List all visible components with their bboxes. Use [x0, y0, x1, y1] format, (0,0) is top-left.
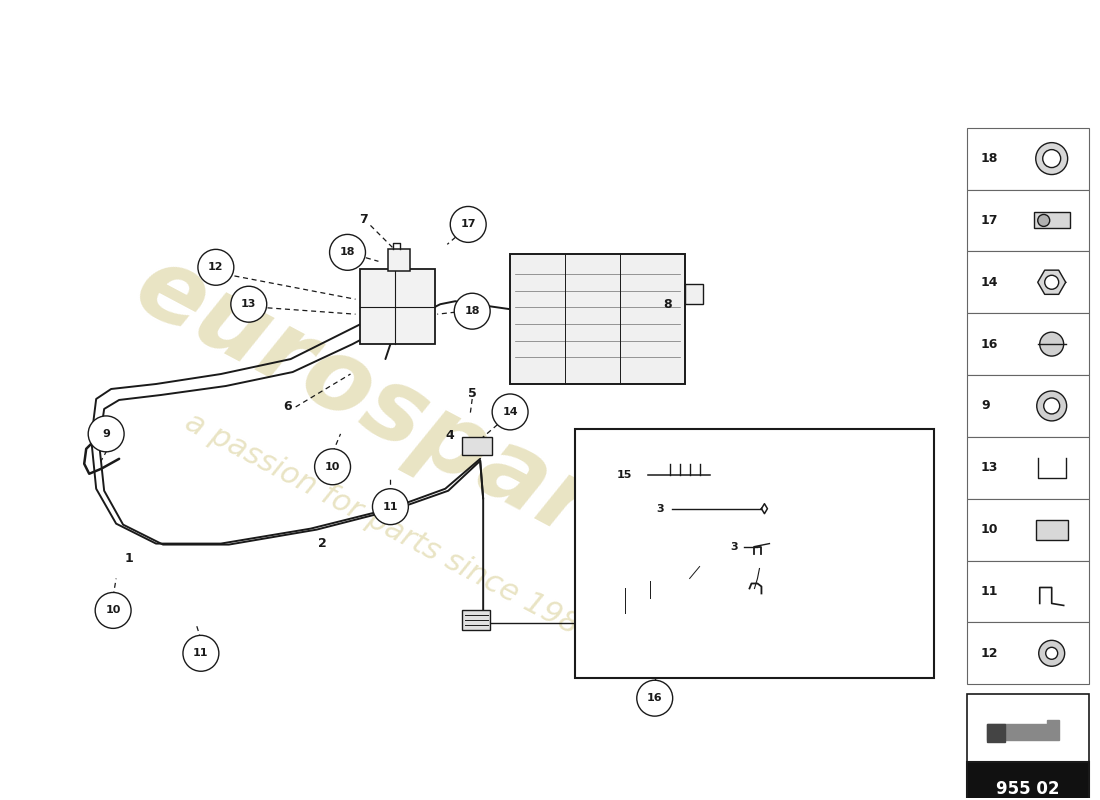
Text: eurospares: eurospares	[119, 238, 723, 620]
Text: 15: 15	[617, 470, 632, 480]
Circle shape	[1036, 391, 1067, 421]
Text: 17: 17	[981, 214, 999, 227]
Bar	[967, 561, 1089, 622]
Circle shape	[1045, 275, 1058, 290]
Circle shape	[231, 286, 266, 322]
Text: 9: 9	[981, 399, 990, 413]
Circle shape	[96, 593, 131, 628]
Text: 955 02: 955 02	[996, 780, 1059, 798]
Bar	[967, 498, 1089, 561]
Text: 2: 2	[318, 537, 327, 550]
Text: 9: 9	[102, 429, 110, 439]
Text: 12: 12	[981, 647, 999, 660]
Circle shape	[1038, 640, 1065, 666]
Circle shape	[330, 234, 365, 270]
Text: 10: 10	[981, 523, 999, 536]
Text: 13: 13	[241, 299, 256, 310]
Bar	[1036, 520, 1068, 540]
Text: 4: 4	[446, 430, 454, 442]
Circle shape	[88, 416, 124, 452]
FancyBboxPatch shape	[510, 254, 684, 384]
Bar	[967, 375, 1089, 437]
Circle shape	[315, 449, 351, 485]
Bar	[967, 251, 1089, 313]
Text: a passion for parts since 1985: a passion for parts since 1985	[180, 408, 601, 650]
Text: 11: 11	[383, 502, 398, 512]
Bar	[388, 250, 410, 271]
FancyBboxPatch shape	[361, 270, 436, 344]
Bar	[967, 762, 1089, 800]
Bar	[967, 190, 1089, 251]
Text: 12: 12	[208, 262, 223, 272]
Polygon shape	[987, 720, 1058, 740]
Text: 17: 17	[461, 219, 476, 230]
Bar	[967, 694, 1089, 762]
Circle shape	[183, 635, 219, 671]
Text: 3: 3	[656, 504, 663, 514]
Text: 7: 7	[359, 213, 367, 226]
FancyBboxPatch shape	[462, 437, 492, 455]
Bar	[967, 437, 1089, 498]
Text: 11: 11	[981, 585, 999, 598]
Bar	[1034, 213, 1069, 229]
Circle shape	[1046, 647, 1058, 659]
Text: 14: 14	[981, 276, 999, 289]
Text: 16: 16	[981, 338, 999, 350]
Polygon shape	[987, 724, 1004, 742]
FancyBboxPatch shape	[462, 610, 491, 630]
Circle shape	[1044, 398, 1059, 414]
Bar	[575, 429, 934, 678]
Text: 10: 10	[324, 462, 340, 472]
Text: 14: 14	[503, 407, 518, 417]
Bar	[684, 284, 703, 304]
Text: 13: 13	[981, 462, 999, 474]
Polygon shape	[1037, 270, 1066, 294]
Text: 18: 18	[981, 152, 999, 165]
Circle shape	[1036, 142, 1068, 174]
Circle shape	[1040, 332, 1064, 356]
Bar	[967, 622, 1089, 684]
Circle shape	[1043, 150, 1060, 167]
Bar	[967, 313, 1089, 375]
Text: 18: 18	[340, 247, 355, 258]
Text: 3: 3	[730, 542, 738, 551]
Text: 11: 11	[194, 648, 209, 658]
Circle shape	[492, 394, 528, 430]
Circle shape	[450, 206, 486, 242]
Text: 10: 10	[106, 606, 121, 615]
Text: 18: 18	[464, 306, 480, 316]
Circle shape	[198, 250, 234, 286]
Circle shape	[373, 489, 408, 525]
Circle shape	[637, 680, 673, 716]
Circle shape	[1037, 214, 1049, 226]
Text: 5: 5	[468, 387, 476, 401]
Text: 16: 16	[647, 693, 662, 703]
Text: 8: 8	[663, 298, 672, 310]
Text: 6: 6	[284, 401, 292, 414]
Text: 1: 1	[124, 552, 133, 565]
Bar	[967, 128, 1089, 190]
Circle shape	[454, 294, 491, 329]
